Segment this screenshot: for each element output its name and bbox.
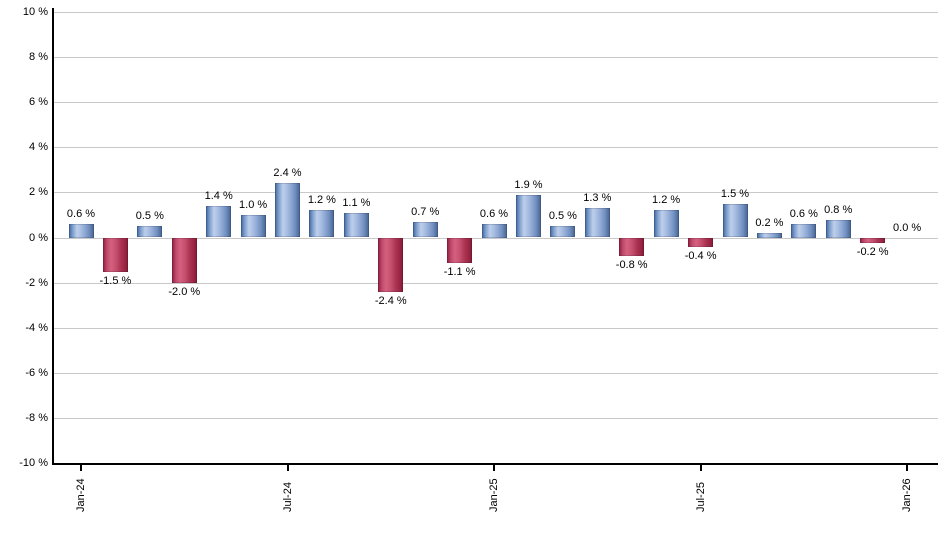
y-axis-label: -10 % — [19, 457, 48, 469]
bar-value-label: -0.4 % — [684, 250, 717, 262]
x-axis-label: Jul-25 — [694, 482, 707, 512]
y-gridline — [52, 237, 938, 239]
bar-value-label: 1.1 % — [342, 196, 371, 209]
bar-positive — [68, 224, 94, 238]
bar-value-label: -1.1 % — [443, 265, 476, 278]
bar-value-label: -2.4 % — [374, 295, 407, 308]
x-axis-label: Jan-26 — [901, 478, 914, 512]
bar-positive — [206, 205, 232, 238]
bar-value-label: 0.8 % — [824, 203, 853, 216]
bar-value-label: -0.2 % — [856, 245, 889, 258]
y-gridline — [52, 282, 938, 284]
y-axis-label: -6 % — [25, 366, 48, 379]
bar-value-label: 2.4 % — [273, 167, 302, 180]
y-gridline — [52, 147, 938, 149]
bar-value-label: 0.5 % — [135, 210, 164, 223]
bar-positive — [412, 221, 438, 238]
bar-value-label: 0.7 % — [411, 205, 440, 218]
bar-negative — [171, 238, 197, 284]
bar-negative — [447, 238, 473, 263]
y-axis-label: 2 % — [29, 186, 48, 199]
bar-value-label: -0.8 % — [615, 259, 648, 271]
bar-value-label: -1.5 % — [99, 274, 132, 287]
bar-value-label: 0.6 % — [479, 208, 509, 220]
y-gridline — [52, 372, 938, 374]
bar-positive — [825, 219, 851, 238]
y-axis-label: 0 % — [29, 231, 48, 244]
y-gridline — [52, 102, 938, 104]
bar-negative — [619, 238, 645, 256]
bar-value-label: 1.9 % — [514, 178, 543, 191]
bar-value-label: 1.5 % — [720, 187, 750, 200]
y-axis-label: 6 % — [29, 96, 48, 109]
bar-value-label: 0.0 % — [893, 221, 922, 234]
x-axis-tick — [80, 465, 82, 471]
bar-negative — [860, 238, 886, 243]
bar-negative — [688, 238, 714, 247]
y-gridline — [52, 327, 938, 329]
y-axis-label: -8 % — [25, 411, 48, 424]
x-axis-tick — [699, 465, 702, 471]
y-axis-label: 8 % — [29, 51, 48, 64]
bar-positive — [275, 183, 300, 238]
bar-positive — [137, 226, 163, 238]
bar-positive — [791, 224, 817, 238]
bar-positive — [516, 194, 541, 238]
y-axis-label: 10 % — [22, 6, 48, 18]
y-axis-line — [52, 8, 54, 465]
bar-value-label: 1.4 % — [204, 189, 233, 202]
x-axis-tick — [493, 465, 495, 471]
bar-positive — [756, 233, 782, 238]
bar-value-label: 0.2 % — [755, 217, 784, 229]
bar-value-label: 1.2 % — [652, 194, 681, 207]
x-axis-tick — [286, 465, 289, 471]
y-gridline — [52, 192, 938, 194]
bar-value-label: -2.0 % — [168, 286, 201, 299]
bar-value-label: 1.0 % — [239, 198, 268, 211]
y-axis-label: -4 % — [25, 321, 48, 334]
bar-positive — [550, 226, 576, 238]
y-axis-label: 4 % — [29, 141, 48, 154]
bar-positive — [309, 210, 335, 238]
bar-value-label: 0.6 % — [789, 208, 818, 220]
x-axis-label: Jan-24 — [75, 478, 87, 512]
bar-positive — [653, 210, 679, 238]
y-gridline — [52, 12, 938, 13]
bar-positive — [722, 203, 748, 238]
bar-positive — [240, 214, 266, 238]
x-axis-tick — [906, 465, 909, 471]
x-axis-label: Jul-24 — [281, 482, 294, 512]
bar-value-label: 1.3 % — [583, 192, 612, 205]
bar-negative — [102, 238, 128, 272]
y-gridline — [52, 57, 938, 59]
y-gridline — [52, 417, 938, 419]
x-axis-label: Jan-25 — [488, 478, 500, 512]
y-axis-label: -2 % — [25, 276, 48, 289]
bar-positive — [343, 212, 369, 238]
bar-value-label: 1.2 % — [307, 194, 336, 207]
bar-negative — [378, 238, 404, 293]
bar-positive — [481, 224, 507, 238]
bar-positive — [584, 208, 610, 238]
bar-value-label: 0.6 % — [66, 208, 96, 220]
x-axis-line — [52, 463, 938, 465]
bar-value-label: 0.5 % — [548, 210, 577, 223]
